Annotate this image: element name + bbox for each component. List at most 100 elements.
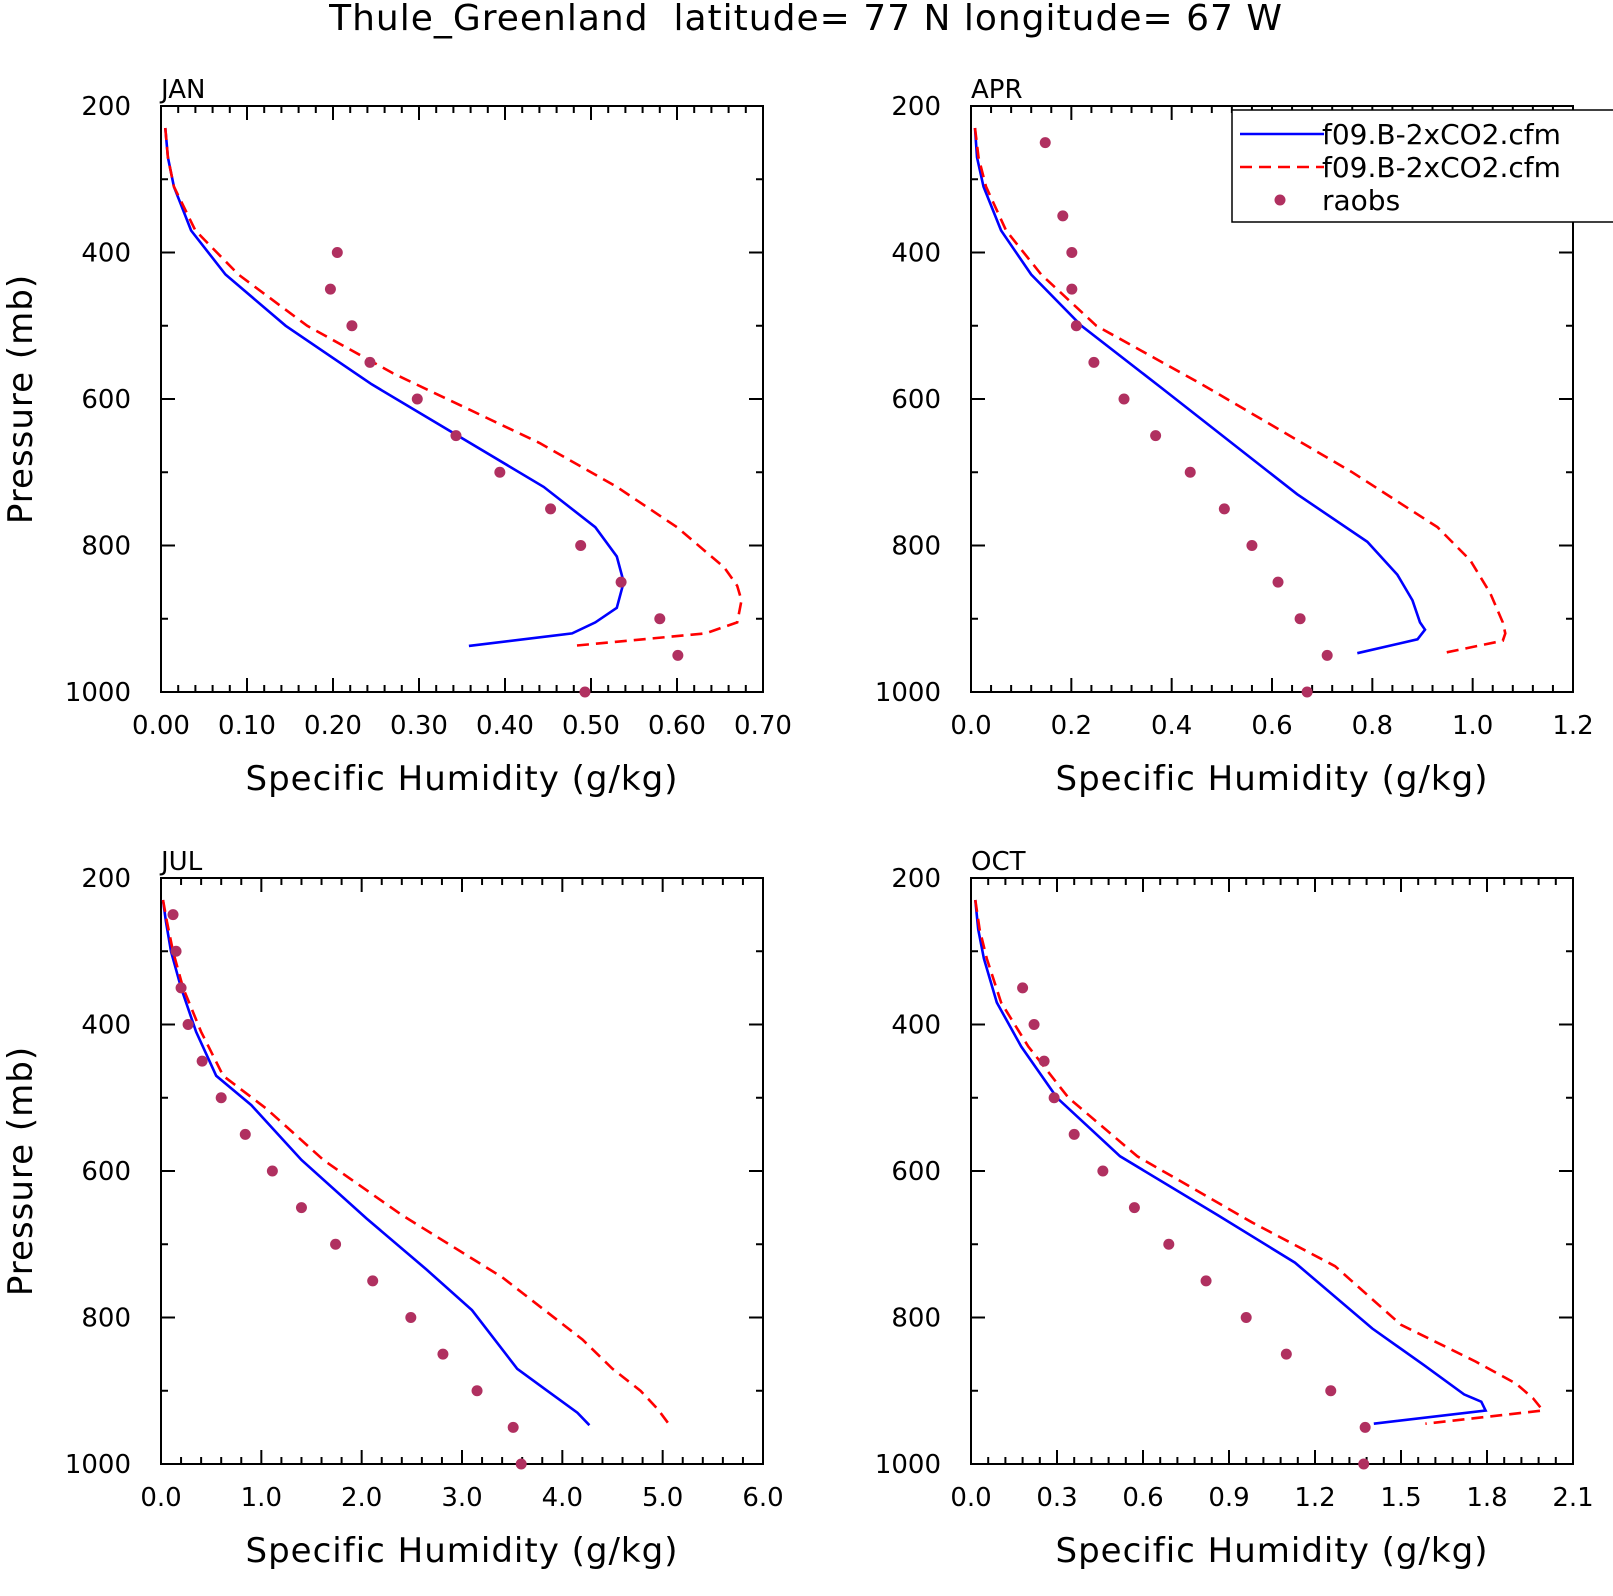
data-point: [1246, 540, 1258, 551]
y-tick-label: 600: [81, 1157, 131, 1187]
x-tick-label: 1.0: [241, 1483, 282, 1513]
data-point: [1039, 137, 1051, 149]
legend-label: raobs: [1322, 184, 1400, 217]
data-point: [1088, 356, 1100, 368]
data-point: [1028, 1019, 1040, 1030]
data-point: [1118, 393, 1130, 405]
y-tick-label: 1000: [65, 1450, 131, 1480]
panel-jul: JUL 0.0 1.0 2.0 3.0 4.0 5.0 6.0 200 400 600 800 1000…: [1, 847, 784, 1571]
x-axis-label: Specific Humidity (g/kg): [246, 759, 679, 799]
data-point: [1066, 283, 1078, 295]
x-tick-label: 2.1: [1552, 1483, 1593, 1513]
x-tick-label: 0.4: [1151, 711, 1192, 741]
series-line-dashed: [973, 127, 1507, 655]
data-point: [615, 576, 627, 588]
data-point: [437, 1348, 449, 1360]
data-point: [175, 982, 187, 994]
data-point: [450, 430, 462, 442]
y-tick-label: 200: [81, 92, 131, 122]
data-point: [1038, 1055, 1050, 1067]
data-point: [1321, 649, 1333, 661]
plot-frame: [160, 105, 764, 693]
y-tick-label: 200: [891, 864, 941, 894]
y-tick-label: 800: [81, 1304, 131, 1334]
x-axis-label: Specific Humidity (g/kg): [1056, 1531, 1489, 1571]
y-tick-label: 600: [891, 385, 941, 415]
data-point: [654, 613, 666, 625]
series-line-solid: [974, 899, 1488, 1425]
figure-title: Thule_Greenland latitude= 77 N longitude…: [328, 0, 1283, 39]
x-tick-label: 0.40: [476, 711, 534, 741]
panel-label: OCT: [971, 847, 1026, 877]
data-point: [330, 1238, 342, 1250]
series-raobs: [1039, 137, 1333, 698]
x-tick-label: 0.00: [132, 711, 190, 741]
data-point: [1128, 1202, 1140, 1214]
y-tick-label: 800: [81, 532, 131, 562]
data-point: [507, 1421, 519, 1433]
panel-label: JUL: [159, 847, 203, 877]
plot-frame: [970, 877, 1574, 1465]
x-tick-label: 0.9: [1208, 1483, 1249, 1513]
data-point: [364, 356, 376, 368]
y-tick-label: 400: [81, 1011, 131, 1041]
data-point: [1359, 1421, 1371, 1433]
series-line-solid: [161, 899, 591, 1427]
data-point: [494, 466, 506, 478]
legend-box: [1231, 109, 1613, 223]
panels: JAN 0.00 0.10 0.20 0.30 0.40 0.50 0.60 0.70 200 40…: [1, 75, 1594, 1571]
data-point: [182, 1019, 194, 1030]
x-tick-label: 1.0: [1452, 711, 1493, 741]
data-point: [1294, 613, 1306, 625]
data-point: [1358, 1458, 1370, 1470]
x-tick-label: 4.0: [542, 1483, 583, 1513]
x-tick-label: 0.20: [304, 711, 362, 741]
data-point: [1017, 982, 1029, 994]
y-tick-label: 800: [891, 1304, 941, 1334]
data-point: [405, 1312, 417, 1323]
x-tick-label: 0.6: [1251, 711, 1292, 741]
x-tick-label: 0.60: [648, 711, 706, 741]
x-tick-label: 1.2: [1552, 711, 1593, 741]
series-line-dashed: [164, 127, 743, 648]
data-point: [1097, 1165, 1109, 1177]
data-point: [1200, 1275, 1212, 1287]
panel-label: APR: [971, 75, 1023, 105]
x-tick-label: 5.0: [642, 1483, 683, 1513]
y-tick-label: 200: [891, 92, 941, 122]
data-point: [1070, 320, 1082, 332]
series-line-solid: [973, 127, 1427, 655]
series-raobs: [324, 247, 684, 698]
y-tick-label: 400: [81, 239, 131, 269]
plot-frame: [160, 877, 764, 1465]
x-tick-label: 3.0: [441, 1483, 482, 1513]
data-point: [196, 1055, 208, 1067]
data-point: [1325, 1385, 1337, 1397]
x-axis-label: Specific Humidity (g/kg): [246, 1531, 679, 1571]
data-point: [1240, 1312, 1252, 1323]
x-axis-label: Specific Humidity (g/kg): [1056, 759, 1489, 799]
data-point: [579, 686, 591, 698]
series-line-dashed: [974, 899, 1546, 1425]
y-tick-label: 1000: [65, 678, 131, 708]
data-point: [1057, 210, 1069, 222]
data-point: [1218, 503, 1230, 515]
x-tick-label: 0.2: [1051, 711, 1092, 741]
series-line-dashed: [161, 899, 671, 1426]
y-axis-label: Pressure (mb): [1, 1046, 41, 1296]
x-tick-label: 1.5: [1380, 1483, 1421, 1513]
y-tick-label: 1000: [875, 1450, 941, 1480]
data-point: [471, 1385, 483, 1397]
series-raobs: [1017, 982, 1371, 1470]
data-point: [545, 503, 557, 515]
data-point: [295, 1202, 307, 1214]
data-point: [411, 393, 423, 405]
data-point: [239, 1128, 251, 1140]
series-line-solid: [164, 127, 626, 648]
data-point: [1280, 1348, 1292, 1360]
data-point: [1066, 247, 1078, 258]
x-tick-label: 0.10: [218, 711, 276, 741]
x-tick-label: 1.8: [1466, 1483, 1507, 1513]
